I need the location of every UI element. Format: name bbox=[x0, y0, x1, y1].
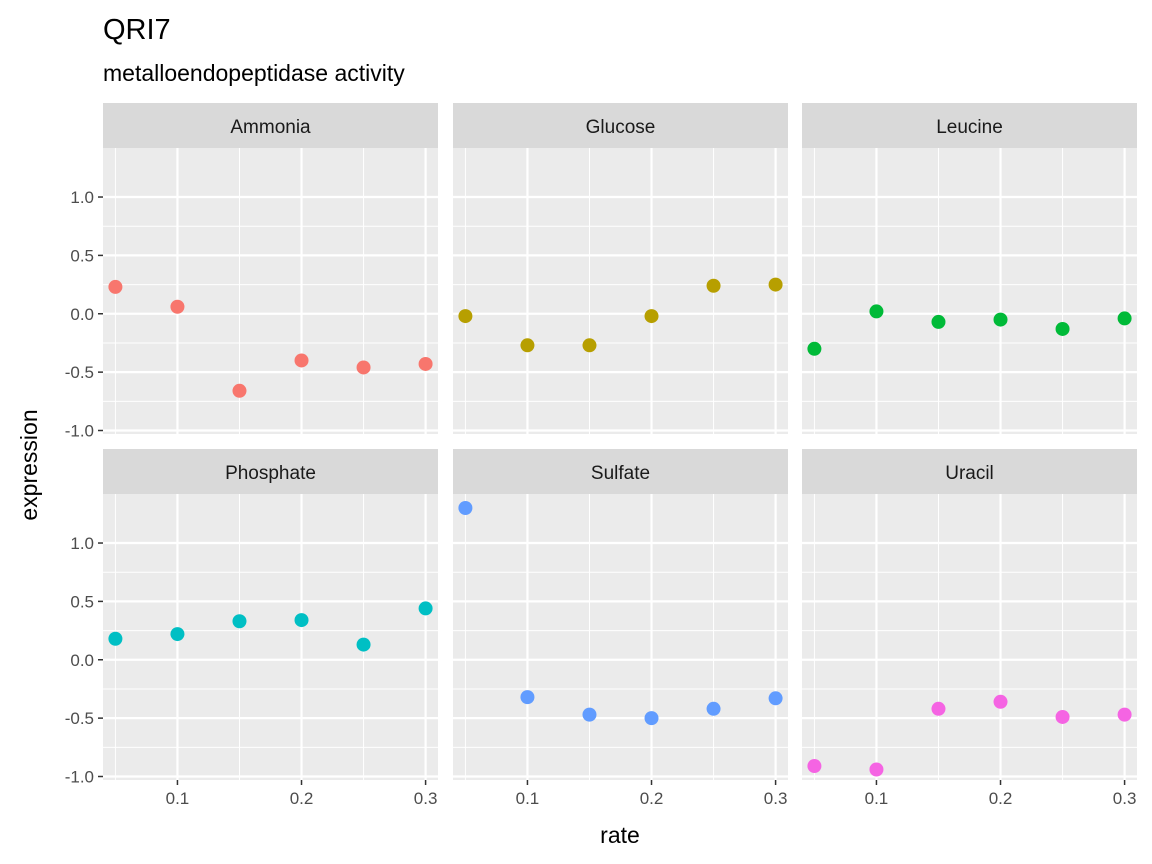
data-point bbox=[706, 278, 721, 293]
x-tick-label: 0.3 bbox=[1113, 789, 1137, 808]
plot-panel-background bbox=[103, 494, 438, 780]
facet-strip-label: Ammonia bbox=[230, 117, 311, 138]
plot-panel-background bbox=[802, 148, 1137, 434]
chart-subtitle: metalloendopeptidase activity bbox=[103, 60, 405, 86]
data-point bbox=[582, 707, 597, 722]
facet-strip bbox=[103, 449, 438, 494]
x-tick-label: 0.2 bbox=[640, 789, 664, 808]
data-point bbox=[768, 277, 783, 292]
data-point bbox=[993, 312, 1008, 327]
data-point bbox=[356, 637, 371, 652]
facet-panels: Ammonia -1.0 -0.5 0.0 0.5 1.0 Glucose Leucine Ph… bbox=[65, 103, 1137, 808]
x-tick-label: 0.3 bbox=[764, 789, 788, 808]
data-point bbox=[170, 627, 185, 642]
facet-strip-label: Phosphate bbox=[225, 463, 316, 484]
data-point bbox=[1117, 311, 1132, 326]
data-point bbox=[520, 338, 535, 353]
data-point bbox=[170, 299, 185, 314]
y-tick-label: -1.0 bbox=[65, 767, 94, 786]
data-point bbox=[294, 353, 309, 368]
facet-panel-glucose: Glucose bbox=[453, 103, 788, 434]
facet-strip bbox=[453, 103, 788, 148]
facet-strip-label: Leucine bbox=[936, 117, 1003, 138]
x-tick-label: 0.1 bbox=[516, 789, 540, 808]
facet-panel-leucine: Leucine bbox=[802, 103, 1137, 434]
data-point bbox=[418, 356, 433, 371]
data-point bbox=[520, 690, 535, 705]
plot-panel-background bbox=[103, 148, 438, 434]
y-tick-label: -0.5 bbox=[65, 363, 94, 382]
data-point bbox=[232, 614, 247, 629]
data-point bbox=[869, 762, 884, 777]
facet-strip bbox=[103, 103, 438, 148]
data-point bbox=[418, 601, 433, 616]
data-point bbox=[458, 309, 473, 324]
facet-panel-ammonia: Ammonia -1.0 -0.5 0.0 0.5 1.0 bbox=[65, 103, 438, 440]
facet-panel-sulfate: Sulfate 0.1 0.2 0.3 bbox=[453, 449, 788, 808]
data-point bbox=[706, 701, 721, 716]
y-tick-label: 1.0 bbox=[70, 188, 94, 207]
y-tick-label: 1.0 bbox=[70, 534, 94, 553]
data-point bbox=[1055, 709, 1070, 724]
facet-strip-label: Sulfate bbox=[591, 463, 650, 484]
data-point bbox=[807, 341, 822, 356]
y-tick-label: 0.0 bbox=[70, 651, 94, 670]
data-point bbox=[582, 338, 597, 353]
data-point bbox=[931, 314, 946, 329]
data-point bbox=[931, 701, 946, 716]
y-tick-label: 0.0 bbox=[70, 305, 94, 324]
y-tick-label: 0.5 bbox=[70, 246, 94, 265]
x-tick-label: 0.2 bbox=[290, 789, 314, 808]
data-point bbox=[232, 383, 247, 398]
x-tick-label: 0.3 bbox=[414, 789, 438, 808]
facet-strip-label: Glucose bbox=[586, 117, 656, 138]
data-point bbox=[458, 501, 473, 516]
data-point bbox=[356, 360, 371, 375]
y-axis-label: expression bbox=[16, 409, 42, 520]
data-point bbox=[869, 304, 884, 319]
data-point bbox=[108, 631, 123, 646]
data-point bbox=[108, 279, 123, 294]
data-point bbox=[807, 758, 822, 773]
facet-panel-phosphate: Phosphate -1.0 -0.5 0.0 0.5 1.0 0.1 0.2 0.3 bbox=[65, 449, 438, 808]
data-point bbox=[644, 309, 659, 324]
facet-panel-uracil: Uracil 0.1 0.2 0.3 bbox=[802, 449, 1137, 808]
y-tick-label: -1.0 bbox=[65, 421, 94, 440]
plot-panel-background bbox=[453, 494, 788, 780]
x-axis-label: rate bbox=[600, 822, 640, 848]
data-point bbox=[768, 691, 783, 706]
data-point bbox=[294, 613, 309, 628]
data-point bbox=[1117, 707, 1132, 722]
data-point bbox=[1055, 321, 1070, 336]
x-tick-label: 0.2 bbox=[989, 789, 1013, 808]
data-point bbox=[644, 711, 659, 726]
facet-strip bbox=[802, 449, 1137, 494]
plot-panel-background bbox=[802, 494, 1137, 780]
x-tick-label: 0.1 bbox=[865, 789, 889, 808]
y-tick-label: -0.5 bbox=[65, 709, 94, 728]
facet-strip-label: Uracil bbox=[945, 463, 994, 484]
data-point bbox=[993, 694, 1008, 709]
facet-strip bbox=[453, 449, 788, 494]
plot-panel-background bbox=[453, 148, 788, 434]
chart-title: QRI7 bbox=[103, 14, 171, 46]
facet-strip bbox=[802, 103, 1137, 148]
x-tick-label: 0.1 bbox=[166, 789, 190, 808]
y-tick-label: 0.5 bbox=[70, 592, 94, 611]
